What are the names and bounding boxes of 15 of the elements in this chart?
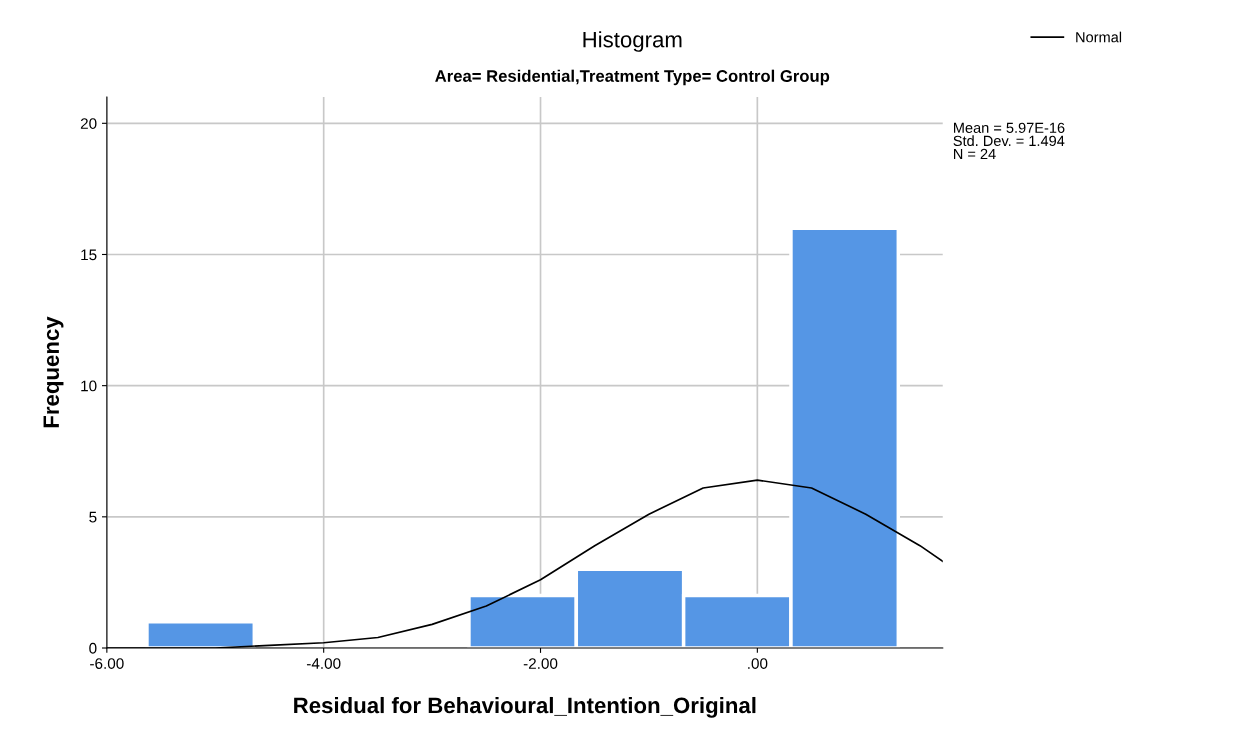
x-tick-label: -6.00 [90, 658, 124, 669]
chart-title: Histogram [583, 31, 682, 52]
x-tick-label: -4.00 [306, 658, 341, 669]
y-tick-label: 0 [89, 642, 97, 654]
y-tick-label: 20 [80, 118, 97, 129]
x-axis-title: Residual for Behavioural_Intention_Original [294, 696, 756, 718]
x-tick-label: .00 [748, 658, 768, 669]
y-axis-title: Frequency [43, 316, 64, 428]
y-tick-label: 15 [81, 249, 97, 261]
legend-label: Normal [1076, 31, 1122, 43]
chart-subtitle: Area= Residential,Treatment Type= Control Group [435, 69, 830, 86]
y-tick-label: 5 [89, 511, 97, 523]
y-tick-label: 10 [81, 380, 97, 392]
text: Mean = 5.97E-16 Std. Dev. = 1.494 N = 24 [953, 122, 1065, 159]
x-tick-label: -2.00 [523, 658, 558, 669]
